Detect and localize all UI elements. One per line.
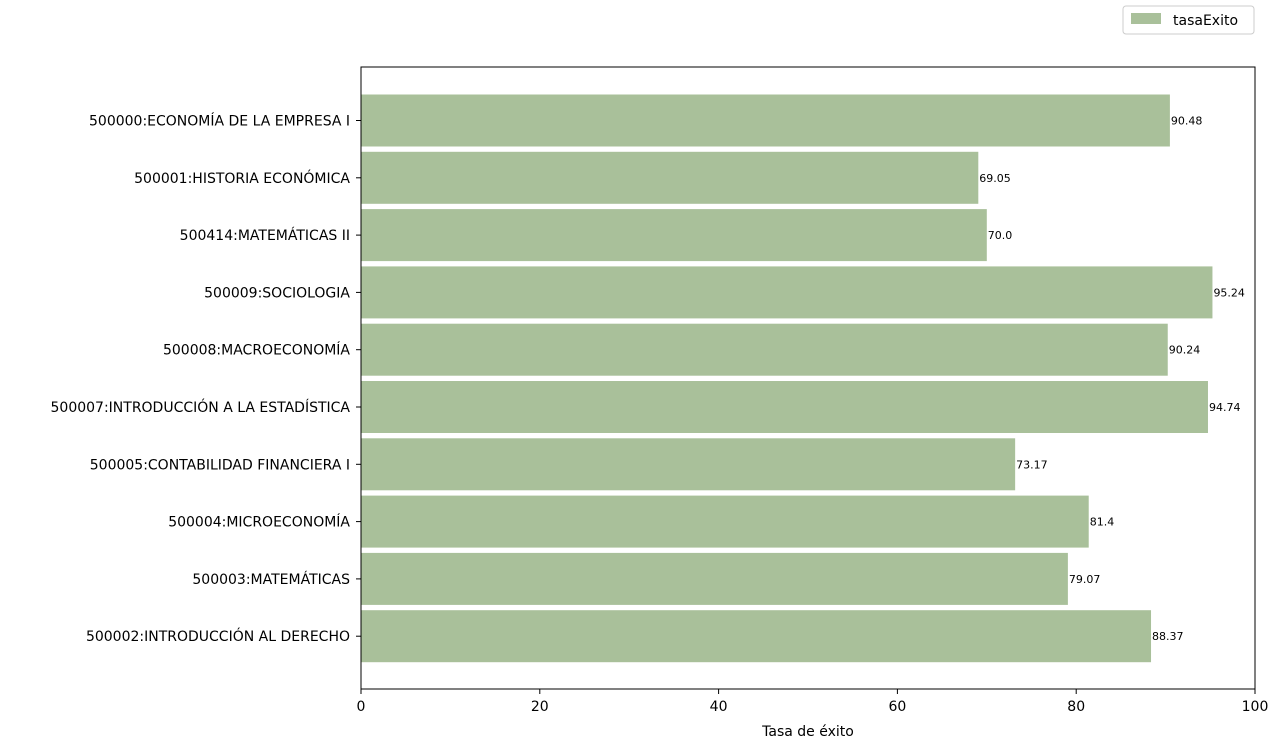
bar bbox=[361, 266, 1213, 319]
bars-group bbox=[361, 94, 1213, 663]
legend-swatch bbox=[1131, 13, 1161, 24]
bar bbox=[361, 438, 1016, 491]
bar bbox=[361, 610, 1152, 663]
bar bbox=[361, 94, 1170, 147]
bar bbox=[361, 495, 1089, 548]
bar-value-label: 70.0 bbox=[988, 229, 1013, 242]
x-tick-label: 0 bbox=[357, 699, 366, 715]
x-axis: 0 20 40 60 80 100 bbox=[357, 689, 1269, 715]
bar bbox=[361, 323, 1168, 376]
y-tick-label: 500005:CONTABILIDAD FINANCIERA I bbox=[90, 457, 350, 473]
plot-frame bbox=[360, 66, 1256, 690]
x-tick-label: 40 bbox=[710, 699, 728, 715]
y-axis: 500000:ECONOMÍA DE LA EMPRESA I 500001:HI… bbox=[51, 113, 361, 645]
x-tick-label: 100 bbox=[1242, 699, 1269, 715]
bar bbox=[361, 552, 1068, 605]
bar-value-label: 90.48 bbox=[1171, 115, 1203, 128]
legend-label: tasaExito bbox=[1173, 13, 1238, 29]
bar-value-label: 73.17 bbox=[1016, 458, 1048, 471]
bar-value-label: 88.37 bbox=[1152, 630, 1184, 643]
y-tick-label: 500002:INTRODUCCIÓN AL DERECHO bbox=[86, 627, 350, 645]
x-tick-label: 80 bbox=[1067, 699, 1085, 715]
bar-value-label: 69.05 bbox=[979, 172, 1011, 185]
legend: tasaExito bbox=[1122, 5, 1255, 35]
y-tick-label: 500414:MATEMÁTICAS II bbox=[180, 227, 350, 244]
bar-value-label: 81.4 bbox=[1090, 516, 1115, 529]
y-tick-label: 500004:MICROECONOMÍA bbox=[168, 514, 350, 531]
bar-value-label: 95.24 bbox=[1213, 286, 1245, 299]
x-tick-label: 60 bbox=[888, 699, 906, 715]
bar bbox=[361, 151, 979, 204]
y-tick-label: 500003:MATEMÁTICAS bbox=[192, 571, 350, 588]
x-axis-title: Tasa de éxito bbox=[761, 724, 854, 740]
y-tick-label: 500000:ECONOMÍA DE LA EMPRESA I bbox=[89, 113, 350, 130]
bar bbox=[361, 209, 987, 262]
bar-value-label: 94.74 bbox=[1209, 401, 1241, 414]
bar-labels-group: 90.48 69.05 70.0 95.24 90.24 94.74 73.17 81.4 79… bbox=[979, 115, 1245, 644]
y-tick-label: 500009:SOCIOLOGIA bbox=[204, 285, 350, 301]
bar-value-label: 79.07 bbox=[1069, 573, 1101, 586]
y-tick-label: 500001:HISTORIA ECONÓMICA bbox=[134, 169, 350, 187]
y-tick-label: 500007:INTRODUCCIÓN A LA ESTADÍSTICA bbox=[51, 398, 351, 416]
bar-value-label: 90.24 bbox=[1169, 344, 1201, 357]
y-tick-label: 500008:MACROECONOMÍA bbox=[163, 342, 350, 359]
x-tick-label: 20 bbox=[531, 699, 549, 715]
bar bbox=[361, 381, 1208, 433]
